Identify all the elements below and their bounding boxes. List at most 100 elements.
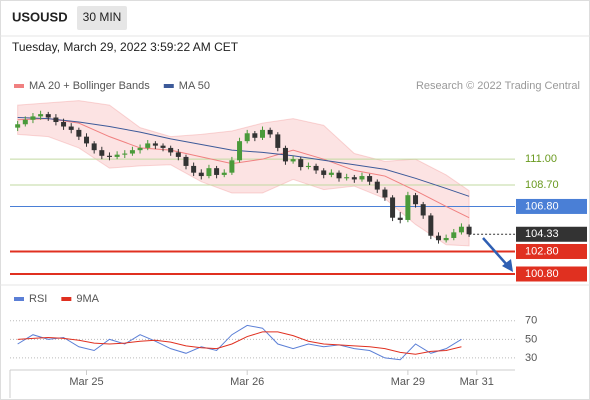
candle-body — [84, 136, 90, 144]
candle-body — [428, 215, 434, 236]
y-tick-label: 30 — [525, 352, 537, 364]
candle-body — [145, 143, 151, 148]
candle-body — [328, 172, 334, 175]
candle-body — [390, 197, 396, 218]
forecast-arrow — [482, 237, 509, 267]
candle-body — [275, 134, 281, 148]
candle-body — [397, 217, 403, 220]
candle-body — [359, 176, 365, 180]
candle-body — [53, 117, 59, 123]
candle-body — [435, 235, 441, 241]
candle-body — [305, 165, 311, 168]
level-box — [516, 243, 587, 259]
legend-swatch — [14, 297, 24, 301]
candle-body — [290, 159, 296, 162]
candle-body — [91, 143, 97, 151]
candle-body — [183, 156, 189, 166]
candle-body — [68, 126, 74, 130]
level-label: 104.33 — [525, 228, 559, 240]
candle-body — [458, 226, 464, 233]
x-tick-label: Mar 31 — [460, 376, 494, 388]
candle-body — [30, 116, 36, 120]
legend-label: MA 20 + Bollinger Bands — [29, 80, 150, 92]
legend-swatch — [14, 84, 24, 88]
x-tick-label: Mar 29 — [391, 376, 425, 388]
candle-body — [260, 129, 265, 138]
candle-body — [214, 168, 220, 175]
candle-body — [229, 160, 235, 173]
candle-body — [22, 119, 28, 125]
level-label: 102.80 — [525, 245, 559, 257]
candle-body — [38, 114, 44, 117]
candle-body — [237, 141, 243, 161]
ma-line — [17, 118, 470, 219]
timeframe[interactable]: 30 MIN — [83, 10, 122, 24]
plot: MA 20 + Bollinger Bands MA 50 111.00 108.70… — [10, 80, 587, 388]
candle-body — [137, 147, 143, 151]
legend-label: MA 50 — [179, 80, 210, 92]
candle-body — [451, 232, 457, 238]
candle-body — [106, 155, 112, 157]
indicator-line — [17, 331, 462, 355]
candle-body — [298, 159, 304, 168]
candle-body — [252, 133, 258, 138]
candle-body — [206, 168, 212, 177]
candle-body — [313, 165, 319, 171]
candle-body — [351, 177, 357, 180]
candle-body — [443, 237, 449, 241]
candle-body — [374, 181, 380, 190]
candle-body — [382, 189, 388, 198]
ma-line — [17, 117, 470, 197]
indicator-line — [17, 324, 462, 361]
symbol: USOUSD — [12, 9, 68, 24]
legend-label: RSI — [29, 293, 47, 305]
y-tick-label: 50 — [525, 333, 537, 345]
candle-body — [466, 226, 472, 235]
candle-body — [152, 143, 158, 146]
level-label: 100.80 — [525, 268, 559, 280]
level-box — [516, 198, 587, 214]
candle-body — [244, 133, 250, 142]
candle-body — [122, 153, 128, 155]
candle-body — [405, 195, 411, 220]
x-tick-label: Mar 25 — [69, 376, 103, 388]
level-box — [516, 226, 587, 242]
candle-body — [367, 176, 373, 182]
level-label: 106.80 — [525, 200, 559, 212]
forecast-arrow-head — [502, 259, 513, 272]
candle-body — [76, 129, 82, 137]
bollinger-band — [17, 100, 470, 247]
credit: Research © 2022 Trading Central — [416, 80, 580, 92]
level-label: 108.70 — [525, 179, 559, 191]
candle-body — [191, 165, 197, 173]
candle-body — [168, 147, 174, 153]
candle-body — [129, 150, 135, 154]
candle-body — [198, 172, 204, 177]
y-tick-label: 70 — [525, 315, 537, 327]
legend-label: 9MA — [76, 293, 99, 305]
legend-swatch — [163, 84, 174, 88]
candle-body — [413, 195, 419, 205]
candle-body — [344, 177, 350, 179]
candle-body — [160, 145, 166, 148]
candle-body — [282, 147, 288, 162]
candle-body — [114, 154, 120, 157]
x-tick-label: Mar 26 — [230, 376, 264, 388]
candle-body — [99, 150, 105, 156]
candle-body — [321, 170, 327, 175]
candle-body — [267, 129, 273, 135]
candle-body — [175, 152, 181, 157]
legend-swatch — [61, 297, 72, 301]
timeframe-button[interactable] — [77, 6, 127, 30]
level-label: 111.00 — [525, 153, 557, 165]
candle-body — [45, 114, 51, 118]
level-box — [516, 266, 587, 282]
datetime: Tuesday, March 29, 2022 3:59:22 AM CET — [12, 40, 239, 54]
candle-body — [221, 172, 227, 175]
candle-body — [15, 124, 21, 128]
candle-body — [61, 122, 67, 127]
candle-body — [336, 172, 342, 179]
candle-body — [420, 204, 426, 216]
